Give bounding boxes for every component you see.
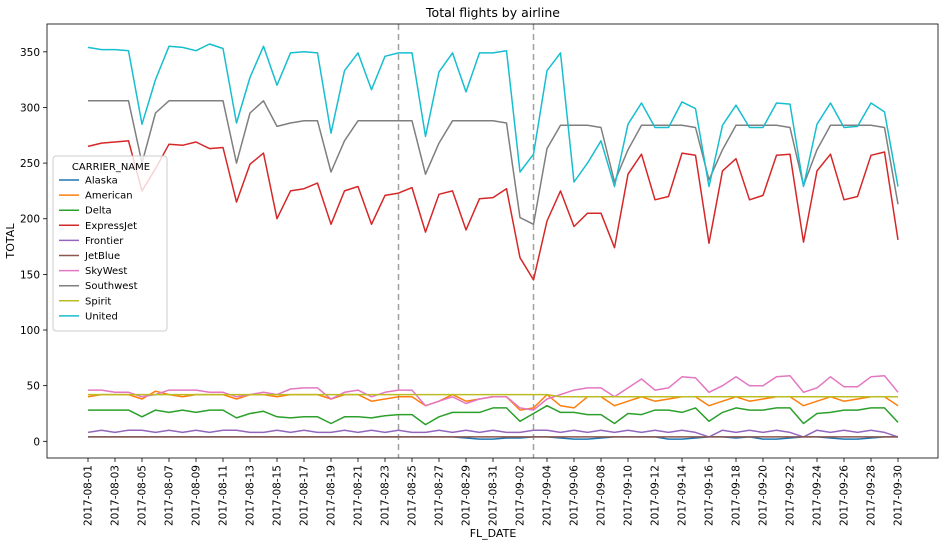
series-line-frontier xyxy=(87,429,899,438)
chart-title: Total flights by airline xyxy=(425,5,560,20)
x-tick-label: 2017-09-22 xyxy=(785,465,797,526)
x-axis: 2017-08-01 2017-08-03 2017-08-05 2017-08-07… xyxy=(83,458,905,526)
y-tick-label: 200 xyxy=(20,214,40,226)
x-tick-label: 2017-09-30 xyxy=(893,465,905,526)
x-axis-label: FL_DATE xyxy=(470,527,517,540)
x-tick-label: 2017-09-16 xyxy=(704,465,716,526)
x-tick-label: 2017-08-07 xyxy=(164,465,176,526)
x-tick-label: 2017-08-01 xyxy=(83,465,95,526)
legend-entry-alaska: Alaska xyxy=(85,176,118,187)
y-axis: 0 50 100 150 200 250 300 350 xyxy=(20,47,47,448)
x-tick-label: 2017-08-19 xyxy=(326,465,338,526)
y-tick-label: 250 xyxy=(20,158,40,170)
x-tick-label: 2017-09-02 xyxy=(515,465,527,526)
x-tick-label: 2017-09-18 xyxy=(731,465,743,526)
legend-entry-spirit: Spirit xyxy=(85,296,111,307)
y-tick-label: 50 xyxy=(27,381,40,393)
x-tick-label: 2017-09-14 xyxy=(677,465,689,526)
x-tick-label: 2017-08-21 xyxy=(353,465,365,526)
series-line-spirit xyxy=(88,393,898,398)
x-tick-label: 2017-09-28 xyxy=(866,465,878,526)
legend-entry-expressjet: ExpressJet xyxy=(85,221,137,232)
x-tick-label: 2017-09-20 xyxy=(758,465,770,526)
x-tick-label: 2017-08-23 xyxy=(380,465,392,526)
legend-entry-southwest: Southwest xyxy=(85,281,138,292)
legend-title: CARRIER_NAME xyxy=(72,162,150,173)
x-tick-label: 2017-09-10 xyxy=(623,465,635,526)
x-tick-label: 2017-08-25 xyxy=(407,465,419,526)
x-tick-label: 2017-09-24 xyxy=(812,465,824,526)
x-tick-label: 2017-08-29 xyxy=(461,465,473,526)
legend-entry-frontier: Frontier xyxy=(85,236,124,247)
legend: CARRIER_NAME Alaska American Delta ExpressJe… xyxy=(52,155,168,332)
plot-frame xyxy=(46,23,939,459)
x-tick-label: 2017-08-13 xyxy=(245,465,257,526)
legend-entry-delta: Delta xyxy=(85,206,112,217)
x-tick-label: 2017-08-03 xyxy=(110,465,122,526)
y-tick-label: 300 xyxy=(20,102,40,114)
plot-area xyxy=(87,24,899,458)
series-line-united xyxy=(87,43,899,188)
y-axis-label: TOTAL xyxy=(4,223,17,260)
series-line-southwest xyxy=(88,100,899,226)
x-tick-label: 2017-09-06 xyxy=(569,465,581,526)
y-tick-label: 150 xyxy=(20,269,40,281)
y-tick-label: 350 xyxy=(20,47,40,59)
legend-entry-jetblue: JetBlue xyxy=(84,251,120,262)
x-tick-label: 2017-09-04 xyxy=(542,465,554,526)
legend-entry-united: United xyxy=(85,311,118,322)
y-tick-label: 0 xyxy=(33,436,40,448)
x-tick-label: 2017-08-15 xyxy=(272,465,284,526)
x-tick-label: 2017-09-08 xyxy=(596,465,608,526)
x-tick-label: 2017-08-31 xyxy=(488,465,500,526)
x-tick-label: 2017-09-26 xyxy=(839,465,851,526)
x-tick-label: 2017-08-11 xyxy=(218,465,230,526)
x-tick-label: 2017-08-05 xyxy=(137,465,149,526)
x-tick-label: 2017-08-09 xyxy=(191,465,203,526)
legend-entry-american: American xyxy=(85,191,133,202)
legend-box xyxy=(52,155,168,332)
x-tick-label: 2017-08-27 xyxy=(434,465,446,526)
series-line-skywest xyxy=(88,374,899,411)
series-line-delta xyxy=(88,404,899,426)
series-line-expressjet xyxy=(87,140,899,281)
y-tick-label: 100 xyxy=(20,325,40,337)
x-tick-label: 2017-09-12 xyxy=(650,465,662,526)
legend-entry-skywest: SkyWest xyxy=(85,266,127,277)
x-tick-label: 2017-08-17 xyxy=(299,465,311,526)
